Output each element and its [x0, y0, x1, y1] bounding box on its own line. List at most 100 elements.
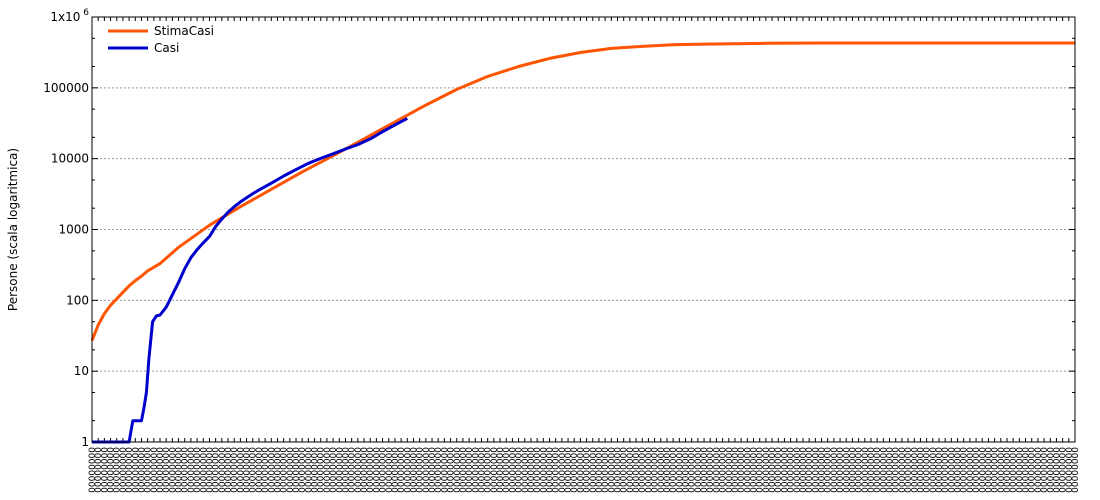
x-tick-label: 00000000: [620, 447, 630, 493]
x-tick-label: 00000000: [243, 447, 253, 493]
x-tick-label: 00000000: [360, 447, 370, 493]
x-tick-label: 00000000: [663, 447, 673, 493]
series-lines: [90, 41, 1075, 444]
x-tick-label: 00000000: [1071, 447, 1081, 493]
y-tick-label: 100000: [43, 81, 89, 95]
x-tick-label: 00000000: [712, 447, 722, 493]
x-tick-label: 00000000: [273, 447, 283, 493]
x-tick-label: 00000000: [539, 447, 549, 493]
y-tick-label: 100: [66, 293, 89, 307]
x-tick-label: 00000000: [224, 447, 234, 493]
x-tick-label: 00000000: [811, 447, 821, 493]
x-tick-label: 00000000: [230, 447, 240, 493]
x-tick-label: 00000000: [651, 447, 661, 493]
x-tick-label: 00000000: [372, 447, 382, 493]
x-tick-label: 00000000: [725, 447, 735, 493]
y-axis-ticks: 1 10 100 1000 10000 100000 1x10 6: [43, 8, 1075, 449]
x-tick-label: 00000000: [842, 447, 852, 493]
x-tick-label: 00000000: [601, 447, 611, 493]
x-tick-label: 00000000: [453, 447, 463, 493]
x-tick-label: 00000000: [341, 447, 351, 493]
x-tick-label: 00000000: [1040, 447, 1050, 493]
x-tick-label: 00000000: [459, 447, 469, 493]
x-tick-label: 00000000: [323, 447, 333, 493]
x-tick-label: 00000000: [614, 447, 624, 493]
x-tick-label: 00000000: [168, 447, 178, 493]
x-tick-label: 00000000: [150, 447, 160, 493]
x-tick-label: 00000000: [855, 447, 865, 493]
x-tick-label: 00000000: [861, 447, 871, 493]
x-tick-label: 00000000: [199, 447, 209, 493]
x-tick-label: 00000000: [879, 447, 889, 493]
x-tick-label: 00000000: [892, 447, 902, 493]
x-tick-label: 00000000: [403, 447, 413, 493]
x-tick-label: 00000000: [484, 447, 494, 493]
x-tick-label: 00000000: [929, 447, 939, 493]
x-tick-label: 00000000: [706, 447, 716, 493]
x-tick-label: 00000000: [774, 447, 784, 493]
x-tick-label: 00000000: [583, 447, 593, 493]
x-tick-label: 00000000: [385, 447, 395, 493]
x-tick-label: 00000000: [935, 447, 945, 493]
x-tick-label: 00000000: [1034, 447, 1044, 493]
x-tick-label: 00000000: [830, 447, 840, 493]
x-tick-label: 00000000: [873, 447, 883, 493]
x-tick-label: 00000000: [737, 447, 747, 493]
x-tick-label: 00000000: [632, 447, 642, 493]
y-axis-label: Persone (scala logaritmica): [6, 148, 20, 311]
x-tick-label: 00000000: [508, 447, 518, 493]
x-axis-ticks: 0000000000000000000000000000000000000000…: [88, 17, 1081, 493]
plot-frame: [91, 16, 1076, 443]
x-tick-label: 00000000: [545, 447, 555, 493]
x-tick-label: 00000000: [589, 447, 599, 493]
x-tick-label: 00000000: [212, 447, 222, 493]
x-tick-label: 00000000: [107, 447, 117, 493]
x-tick-label: 00000000: [255, 447, 265, 493]
x-tick-label: 00000000: [527, 447, 537, 493]
x-tick-label: 00000000: [131, 447, 141, 493]
x-tick-label: 00000000: [824, 447, 834, 493]
x-tick-label: 00000000: [490, 447, 500, 493]
x-tick-label: 00000000: [379, 447, 389, 493]
y-tick-label: 1: [81, 435, 89, 449]
x-tick-label: 00000000: [162, 447, 172, 493]
legend-label: Casi: [154, 41, 179, 55]
x-tick-label: 00000000: [607, 447, 617, 493]
x-tick-label: 00000000: [366, 447, 376, 493]
x-tick-label: 00000000: [144, 447, 154, 493]
x-tick-label: 00000000: [644, 447, 654, 493]
x-tick-label: 00000000: [947, 447, 957, 493]
x-tick-label: 00000000: [1028, 447, 1038, 493]
x-tick-label: 00000000: [218, 447, 228, 493]
x-tick-label: 00000000: [780, 447, 790, 493]
x-tick-label: 00000000: [1052, 447, 1062, 493]
x-tick-label: 00000000: [440, 447, 450, 493]
x-tick-label: 00000000: [997, 447, 1007, 493]
x-tick-label: 00000000: [941, 447, 951, 493]
x-tick-label: 00000000: [972, 447, 982, 493]
x-tick-label: 00000000: [267, 447, 277, 493]
x-tick-label: 00000000: [787, 447, 797, 493]
x-tick-label: 00000000: [558, 447, 568, 493]
x-tick-label: 00000000: [910, 447, 920, 493]
x-tick-label: 00000000: [886, 447, 896, 493]
x-tick-label: 00000000: [181, 447, 191, 493]
x-tick-label: 00000000: [137, 447, 147, 493]
x-tick-label: 00000000: [502, 447, 512, 493]
y-tick-label: 10000: [51, 152, 89, 166]
x-tick-label: 00000000: [750, 447, 760, 493]
x-tick-label: 00000000: [626, 447, 636, 493]
x-tick-label: 00000000: [657, 447, 667, 493]
x-tick-label: 00000000: [465, 447, 475, 493]
x-tick-label: 00000000: [818, 447, 828, 493]
x-tick-label: 00000000: [1003, 447, 1013, 493]
y-tick-label: 1000: [58, 223, 89, 237]
x-tick-label: 00000000: [354, 447, 364, 493]
x-tick-label: 00000000: [700, 447, 710, 493]
x-tick-label: 00000000: [768, 447, 778, 493]
x-tick-label: 00000000: [317, 447, 327, 493]
x-tick-label: 00000000: [799, 447, 809, 493]
x-tick-label: 00000000: [848, 447, 858, 493]
legend-label: StimaCasi: [154, 24, 214, 38]
x-tick-label: 00000000: [731, 447, 741, 493]
